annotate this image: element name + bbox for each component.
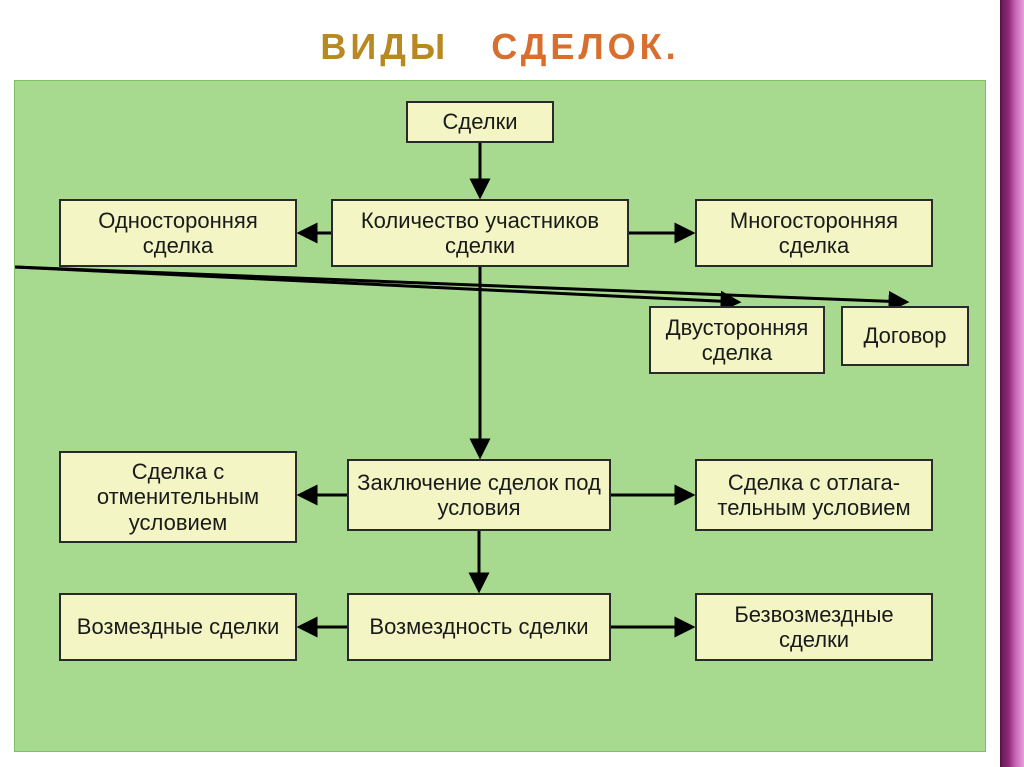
title-word-1: ВИДЫ [320,26,449,67]
node-contract: Договор [841,306,969,366]
node-compensated: Возмездные сделки [59,593,297,661]
node-root: Сделки [406,101,554,143]
node-bilateral: Двусторонняя сделка [649,306,825,374]
node-gratis: Безвозмездные сделки [695,593,933,661]
main-area: ВИДЫ СДЕЛОК. Сделки Односторонняя сделка К… [0,0,1000,767]
decorative-sidebar [1000,0,1024,767]
node-cancel_cond: Сделка с отменительным условием [59,451,297,543]
node-multilateral: Многосторонняя сделка [695,199,933,267]
node-conditions: Заключение сделок под условия [347,459,611,531]
page-title: ВИДЫ СДЕЛОК. [0,26,1000,68]
node-participants: Количество участников сделки [331,199,629,267]
node-compensation: Возмездность сделки [347,593,611,661]
title-word-2: СДЕЛОК. [491,26,679,67]
diagram-canvas: Сделки Односторонняя сделка Количество уча… [14,80,986,752]
node-defer_cond: Сделка с отлага- тельным условием [695,459,933,531]
node-unilateral: Односторонняя сделка [59,199,297,267]
